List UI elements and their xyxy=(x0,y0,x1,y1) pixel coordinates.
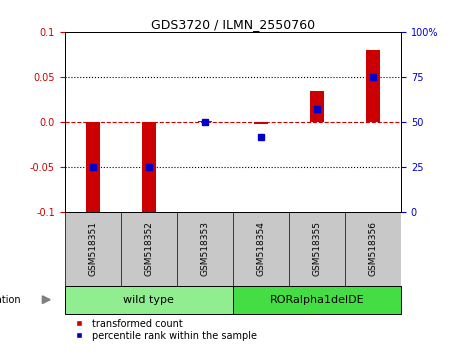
Text: GSM518354: GSM518354 xyxy=(256,222,266,276)
Bar xyxy=(198,121,212,122)
Bar xyxy=(86,122,100,212)
Bar xyxy=(366,50,380,122)
Text: genotype/variation: genotype/variation xyxy=(0,295,21,305)
Title: GDS3720 / ILMN_2550760: GDS3720 / ILMN_2550760 xyxy=(151,18,315,31)
Text: RORalpha1delDE: RORalpha1delDE xyxy=(270,295,364,305)
Bar xyxy=(254,122,268,124)
Text: wild type: wild type xyxy=(123,295,174,305)
Text: GSM518351: GSM518351 xyxy=(88,222,97,276)
Text: GSM518353: GSM518353 xyxy=(200,222,209,276)
Legend: transformed count, percentile rank within the sample: transformed count, percentile rank withi… xyxy=(70,319,257,341)
Bar xyxy=(65,286,233,314)
Bar xyxy=(310,91,324,122)
Bar xyxy=(233,286,401,314)
Bar xyxy=(142,122,156,212)
Text: GSM518355: GSM518355 xyxy=(313,222,321,276)
Text: GSM518352: GSM518352 xyxy=(144,222,153,276)
Text: GSM518356: GSM518356 xyxy=(368,222,378,276)
